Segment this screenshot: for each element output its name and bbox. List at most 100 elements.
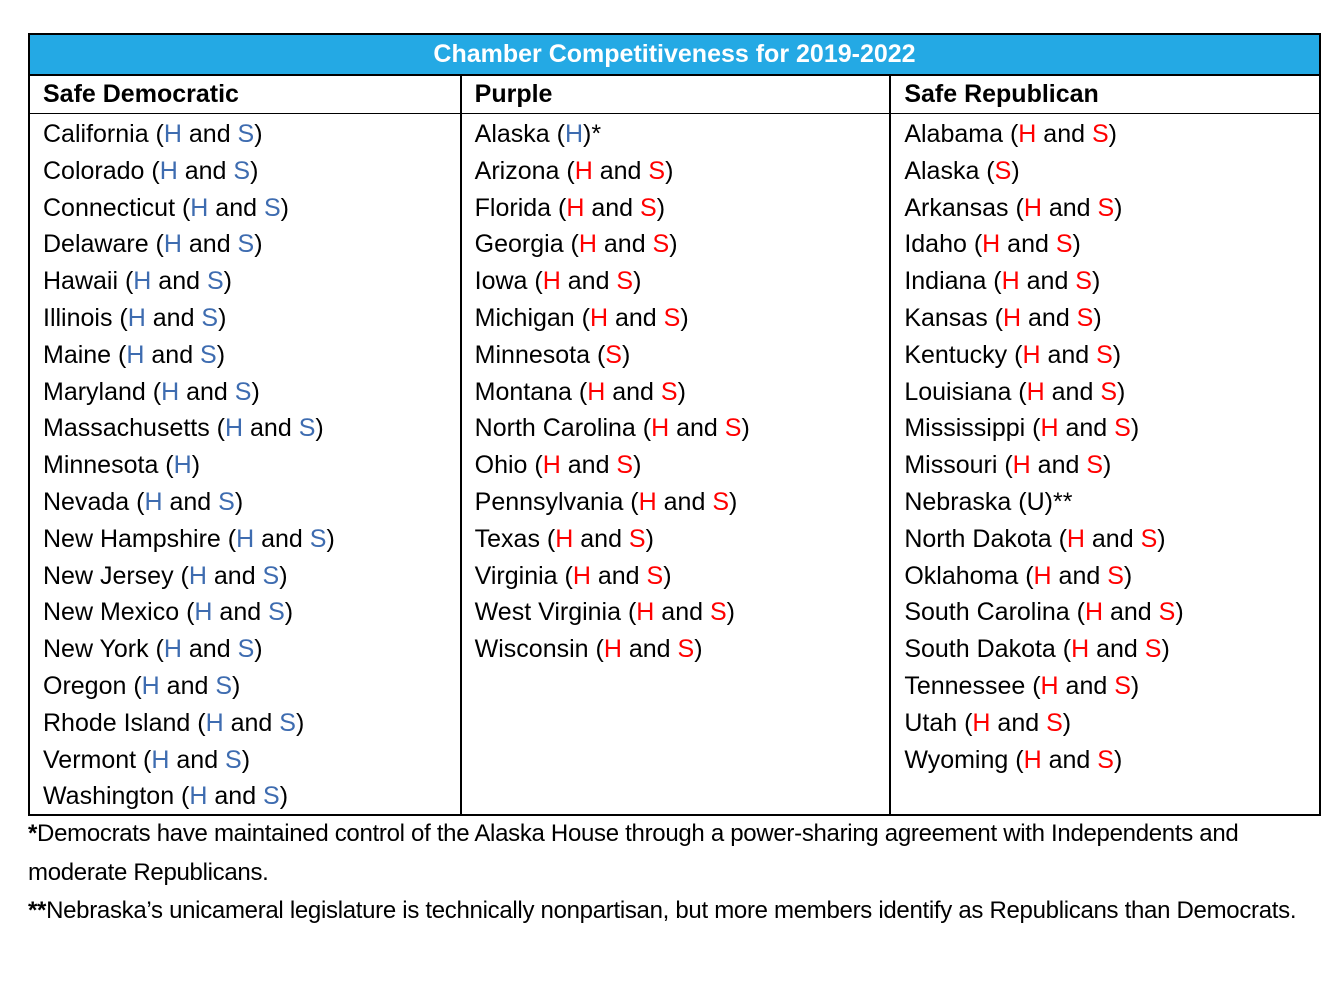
state-name: Mississippi ( [904,414,1041,443]
chamber-letter: S [1046,708,1063,737]
state-name: Texas ( [474,524,556,553]
state-entry: Minnesota (S) [474,340,631,369]
state-entry: Idaho (H and S) [904,230,1081,259]
state-entry: Alaska (H)* [474,120,602,148]
state-entry: Georgia (H and S) [474,230,678,259]
chamber-letter: H [1066,524,1085,553]
state-entry: Kentucky (H and S) [904,340,1122,369]
chamber-letter: H [572,561,591,590]
chamber-letter: S [646,561,664,590]
state-name: Delaware ( [43,230,164,259]
chamber-letter: H [126,340,145,369]
state-name: New York ( [43,635,164,664]
state-entry: Vermont (H and S) [43,745,251,774]
chamber-letter: H [159,156,178,185]
state-name: Wisconsin ( [474,635,604,664]
state-name: Kentucky ( [904,340,1023,369]
state-entry: Washington (H and S) [43,782,289,811]
state-entry: Delaware (H and S) [43,230,263,259]
chamber-letter: S [1086,451,1104,480]
chamber-letter: S [605,340,622,369]
chamber-letter: U [1026,487,1045,516]
chamber-letter: S [233,156,251,185]
state-name: Minnesota ( [474,340,606,369]
chamber-letter: H [982,230,1001,259]
table-body: California (H and S) Colorado (H and S) Co… [30,114,1319,814]
chamber-letter: H [1003,303,1022,332]
chamber-letter: H [127,303,146,332]
chamber-letter: S [215,671,233,700]
footnotes: *Democrats have maintained control of th… [28,815,1320,931]
chamber-letter: S [263,782,280,811]
footnote-alaska: *Democrats have maintained control of th… [28,815,1320,892]
chamber-letter: H [133,267,152,296]
chamber-letter: S [225,745,242,774]
state-entry: Michigan (H and S) [474,303,689,332]
state-name: New Jersey ( [43,561,189,590]
state-name: New Hampshire ( [43,524,237,553]
column-cell-safe-republican: Alabama (H and S) Alaska (S) Arkansas (H a… [889,114,1319,814]
chamber-letter: H [1022,340,1041,369]
state-name: Colorado ( [43,156,160,185]
state-entry: Oregon (H and S) [43,671,241,700]
column-header-purple: Purple [459,76,890,113]
state-entry: Arkansas (H and S) [904,193,1123,222]
state-name: Arkansas ( [904,193,1024,222]
chamber-letter: H [1026,377,1045,406]
state-name: Wyoming ( [904,745,1024,774]
chamber-letter: S [1091,120,1109,148]
chamber-letter: S [628,524,646,553]
chamber-letter: S [1114,414,1131,443]
chamber-letter: S [724,414,742,443]
state-name: Connecticut ( [43,193,191,222]
chamber-letter: S [200,340,217,369]
state-name: Tennessee ( [904,671,1041,700]
chamber-letter: S [660,377,678,406]
state-entry: Missouri (H and S) [904,451,1112,480]
column-cell-purple: Alaska (H)* Arizona (H and S) Florida (H a… [459,114,890,814]
footnote-nebraska: **Nebraska’s unicameral legislature is t… [28,892,1320,931]
chamber-letter: H [163,230,182,259]
chamber-letter: H [1023,745,1042,774]
state-entry: Colorado (H and S) [43,156,259,185]
state-entry: Indiana (H and S) [904,267,1101,296]
state-entry: Illinois (H and S) [43,303,227,332]
chamber-letter: S [279,708,296,737]
footnote-text: Democrats have maintained control of the… [28,820,1239,886]
state-entry: Kansas (H and S) [904,303,1102,332]
chamber-letter: H [144,487,163,516]
chamber-letter: H [638,487,657,516]
state-name: Idaho ( [904,230,983,259]
chamber-letter: H [163,120,182,148]
state-name: California ( [43,120,164,148]
chamber-letter: S [616,451,634,480]
chamber-letter: S [1144,635,1162,664]
state-entry: Rhode Island (H and S) [43,708,305,737]
chamber-letter: S [709,598,727,627]
state-name: Rhode Island ( [43,708,206,737]
state-name: Arizona ( [474,156,575,185]
footnote-text: Nebraska’s unicameral legislature is tec… [46,897,1297,925]
chamber-letter: S [1096,340,1113,369]
state-entry: Nevada (H and S) [43,487,244,516]
chamber-letter: H [1040,414,1059,443]
state-entry: West Virginia (H and S) [474,598,735,627]
chamber-letter: H [651,414,670,443]
state-name: Montana ( [474,377,588,406]
chamber-letter: H [1001,267,1020,296]
state-entry: California (H and S) [43,120,263,148]
state-entry: Louisiana (H and S) [904,377,1126,406]
chamber-letter: H [574,156,593,185]
chamber-letter: H [1084,598,1104,627]
state-name: Ohio ( [474,451,543,480]
state-name: Pennsylvania ( [474,487,639,516]
chamber-letter: S [1097,745,1114,774]
chamber-letter: H [1023,193,1042,222]
state-entry: South Dakota (H and S) [904,635,1170,664]
state-name: Florida ( [474,193,567,222]
state-name: Nebraska ( [904,487,1027,516]
chamber-letter: H [236,524,255,553]
state-entry: Nebraska (U)** [904,487,1073,516]
state-entry: Massachusetts (H and S) [43,414,324,443]
state-name: Maine ( [43,340,127,369]
